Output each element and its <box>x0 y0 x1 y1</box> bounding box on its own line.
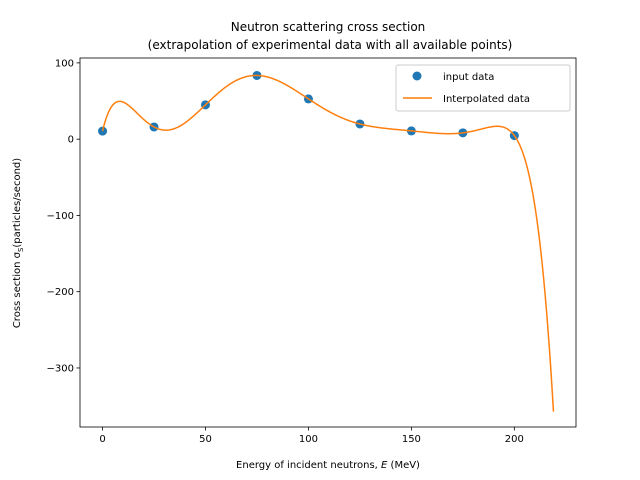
y-tick-label: −300 <box>47 363 74 374</box>
y-tick-label: −100 <box>47 211 74 222</box>
y-tick-label: 0 <box>68 135 74 146</box>
x-axis: 0 50 100 150 200 <box>99 427 524 445</box>
legend-label-interpolated: Interpolated data <box>443 94 530 105</box>
x-tick-label: 0 <box>99 434 105 445</box>
y-tick-label: −200 <box>47 287 74 298</box>
legend-marker-input-data <box>412 71 422 81</box>
interpolated-line <box>101 74 555 412</box>
x-tick-label: 200 <box>505 434 524 445</box>
y-axis: 100 0 −100 −200 −300 <box>47 58 80 374</box>
chart-subtitle: (extrapolation of experimental data with… <box>148 38 513 52</box>
y-axis-label: Cross section σS(particles/second) <box>12 158 25 328</box>
x-tick-label: 50 <box>199 434 212 445</box>
plot-area <box>98 70 555 412</box>
y-tick-label: 100 <box>55 58 74 69</box>
axes-box <box>79 57 577 428</box>
axes-frame <box>79 57 577 428</box>
legend: input data Interpolated data <box>395 64 571 112</box>
legend-label-input-data: input data <box>443 72 494 83</box>
x-axis-label: Energy of incident neutrons, E (MeV) <box>236 460 420 471</box>
x-tick-label: 150 <box>402 434 421 445</box>
chart-title: Neutron scattering cross section <box>231 20 426 34</box>
x-tick-label: 100 <box>299 434 318 445</box>
legend-box <box>395 64 571 112</box>
